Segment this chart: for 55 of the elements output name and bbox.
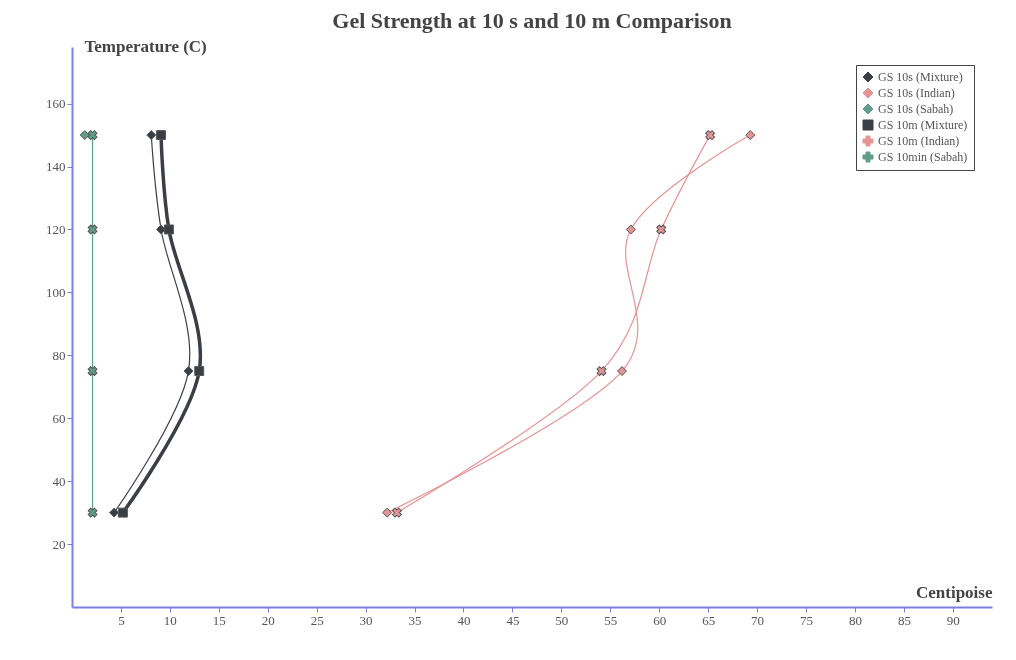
x-tick-label: 40 [457,612,471,628]
x-tick-label: 70 [751,612,765,628]
x-axis-title: Centipoise [916,582,993,602]
x-tick-label: 15 [212,612,226,628]
legend-label: GS 10s (Sabah) [878,102,954,116]
point [183,366,194,377]
x-tick-label: 75 [800,612,814,628]
legend-label: GS 10s (Indian) [878,86,955,100]
y-tick-label: 100 [46,284,66,300]
legend-label: GS 10min (Sabah) [878,150,968,164]
point [87,130,98,141]
x-tick-label: 45 [506,612,520,628]
chart-title: Gel Strength at 10 s and 10 m Comparison [332,8,732,33]
legend-label: GS 10s (Mixture) [878,70,963,84]
x-tick-label: 80 [848,612,862,628]
y-tick-label: 40 [52,473,66,489]
point [382,507,393,518]
point [625,224,636,235]
point [109,507,120,518]
x-tick-label: 85 [897,612,911,628]
x-tick-label: 35 [408,612,422,628]
x-tick-label: 25 [310,612,324,628]
point [705,130,716,141]
point [617,366,628,377]
x-tick-label: 55 [604,612,618,628]
x-tick-label: 5 [118,612,125,628]
point [79,130,90,141]
point [117,507,128,518]
y-tick-label: 120 [46,221,66,237]
x-tick-label: 90 [946,612,960,628]
point [87,366,98,376]
point [146,130,157,141]
y-tick-label: 60 [52,410,66,426]
y-tick-label: 140 [46,159,66,175]
point [745,130,756,141]
point [656,224,667,235]
y-tick-label: 20 [52,536,66,552]
point [392,507,402,518]
legend-label: GS 10m (Mixture) [878,118,968,132]
x-tick-label: 30 [359,612,373,628]
point [156,130,167,141]
legend-label: GS 10m (Indian) [878,134,960,148]
point [87,224,98,235]
point [596,366,607,376]
y-tick-label: 80 [52,347,66,363]
x-tick-label: 50 [555,612,569,628]
y-tick-label: 160 [46,96,66,112]
y-axis-title: Temperature (C) [84,36,207,56]
point [87,507,98,518]
x-tick-label: 20 [261,612,275,628]
x-tick-label: 65 [702,612,716,628]
point [194,366,205,377]
x-tick-label: 60 [653,612,667,628]
point [163,224,174,235]
x-tick-label: 10 [163,612,177,628]
